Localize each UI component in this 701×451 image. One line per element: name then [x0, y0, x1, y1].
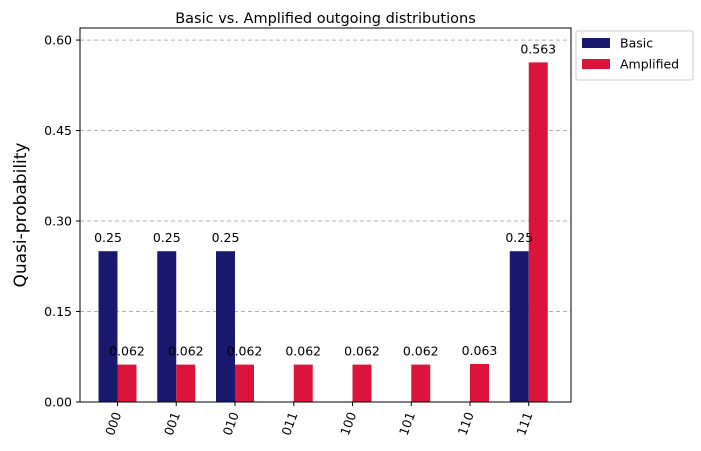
- data-label: 0.062: [168, 344, 204, 359]
- data-label: 0.062: [344, 344, 380, 359]
- legend-label-basic: Basic: [620, 36, 653, 51]
- bar-basic-010: [216, 251, 235, 402]
- bar-basic-111: [509, 251, 529, 402]
- legend: Basic Amplified: [575, 30, 694, 81]
- x-tick-label: 010: [220, 410, 242, 438]
- data-label: 0.25: [212, 230, 240, 245]
- bar-amplified-011: [293, 364, 313, 402]
- y-tick-label: 0.00: [44, 395, 72, 410]
- data-label: 0.062: [227, 344, 263, 359]
- legend-swatch-basic: [582, 38, 610, 48]
- y-tick-label: 0.45: [44, 123, 72, 138]
- data-label: 0.062: [285, 344, 321, 359]
- bar-amplified-001: [176, 364, 196, 402]
- y-axis-label: Quasi-probability: [11, 143, 31, 288]
- y-tick-label: 0.30: [44, 214, 72, 229]
- data-label: 0.563: [520, 41, 556, 56]
- legend-swatch-amplified: [582, 59, 610, 69]
- bars: [98, 62, 548, 402]
- data-labels: 0.25 0.062 0.25 0.062 0.25 0.062 0.062 0.062 0.0…: [94, 41, 556, 358]
- grid-lines: [80, 39, 571, 313]
- y-tick-label: 0.15: [44, 304, 72, 319]
- bar-amplified-111: [528, 62, 548, 402]
- bar-amplified-110: [470, 363, 489, 402]
- bar-amplified-100: [352, 364, 372, 402]
- x-axis: 000 001 010 011 100 101 110 111: [102, 402, 536, 437]
- x-tick-label: 101: [396, 410, 418, 438]
- x-tick-label: 111: [513, 410, 535, 438]
- bar-amplified-010: [235, 364, 254, 402]
- bar-basic-000: [98, 251, 118, 402]
- y-tick-label: 0.60: [44, 33, 72, 48]
- data-label: 0.063: [462, 343, 498, 358]
- data-label: 0.062: [403, 344, 439, 359]
- legend-label-amplified: Amplified: [620, 57, 679, 72]
- data-label: 0.25: [94, 230, 122, 245]
- x-tick-label: 100: [337, 410, 359, 438]
- data-label: 0.062: [109, 344, 145, 359]
- x-tick-label: 011: [278, 410, 300, 438]
- x-tick-label: 110: [455, 410, 477, 438]
- bar-basic-001: [157, 251, 177, 402]
- bar-amplified-101: [411, 364, 431, 402]
- bar-amplified-000: [117, 364, 137, 402]
- chart-title: Basic vs. Amplified outgoing distributio…: [175, 11, 476, 27]
- plot-frame: [79, 27, 572, 403]
- x-tick-label: 001: [161, 410, 183, 438]
- x-tick-label: 000: [102, 410, 124, 438]
- data-label: 0.25: [153, 230, 181, 245]
- y-axis: 0.00 0.15 0.30 0.45 0.60: [44, 33, 80, 410]
- data-label: 0.25: [505, 230, 533, 245]
